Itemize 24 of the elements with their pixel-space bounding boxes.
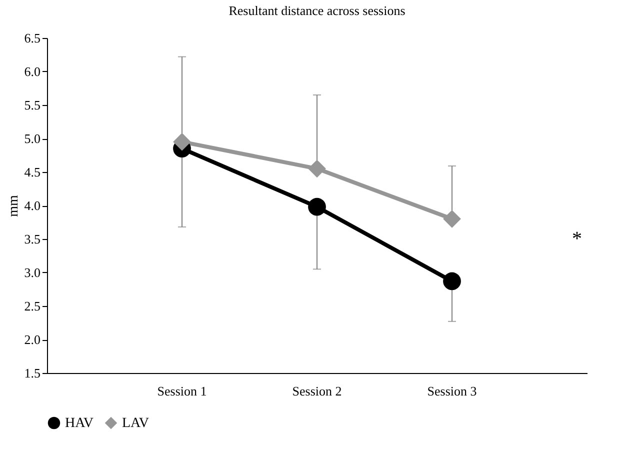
- annotation: *: [572, 228, 582, 250]
- legend-label: LAV: [122, 416, 149, 431]
- y-tick-label: 2.5: [24, 298, 40, 314]
- point: [443, 210, 461, 228]
- point: [308, 198, 326, 216]
- y-tick-label: 1.5: [24, 366, 40, 380]
- point: [308, 160, 326, 178]
- y-tick-label: 6.0: [24, 64, 40, 79]
- x-tick-label: Session 2: [292, 384, 342, 398]
- chart-title: Resultant distance across sessions: [228, 3, 406, 18]
- x-tick-label: Session 3: [427, 384, 477, 398]
- x-tick-label: Session 1: [157, 384, 207, 398]
- y-tick-label: 6.5: [24, 30, 40, 46]
- y-tick-label: 3.5: [24, 232, 40, 246]
- point: [443, 272, 461, 290]
- y-tick-label: 4.0: [24, 198, 40, 213]
- y-tick-label: 5.5: [24, 98, 40, 112]
- legend-label: HAV: [65, 416, 94, 431]
- point: [173, 132, 191, 151]
- y-tick-label: 4.5: [24, 164, 40, 180]
- y-tick-label: 5.0: [24, 131, 40, 146]
- y-tick-label: 3.0: [24, 265, 40, 280]
- y-tick-label: 2.0: [24, 332, 40, 347]
- y-axis-title: mm: [6, 195, 22, 217]
